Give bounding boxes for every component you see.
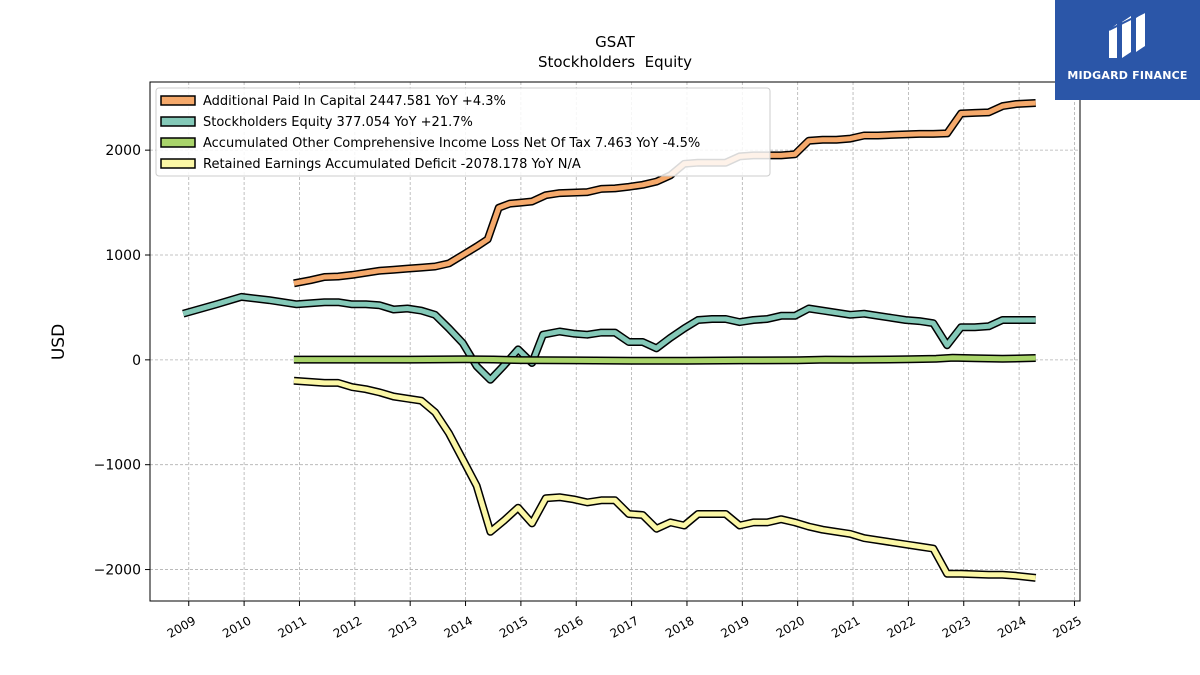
x-tick-label: 2021 [829,613,862,640]
x-tick-label: 2018 [663,613,696,640]
series-line [293,100,1036,286]
x-tick-label: 2013 [386,613,419,640]
x-tick-label: 2019 [718,613,751,640]
x-tick-label: 2017 [608,613,641,640]
logo-mark-icon [1108,11,1146,58]
series-layer [182,99,1037,582]
series-2 [293,353,1036,365]
ticks: 2009 2010 2011 2012 2013 2014 2015 2016 2017 2018… [94,143,1084,641]
x-tick-label: 2014 [442,613,475,640]
legend-swatch [160,158,196,169]
legend-swatch [160,95,196,106]
legend-swatch [160,137,196,148]
chart-subtitle: Stockholders Equity [538,53,692,71]
x-tick-label: 2016 [552,613,585,640]
legend-box [155,87,771,177]
x-tick-label: 2010 [220,613,253,640]
y-tick-label: −1000 [94,458,141,474]
series-line [293,378,1036,581]
x-tick-label: 2024 [995,613,1028,640]
x-tick-label: 2009 [165,613,198,640]
plot-frame [149,81,1081,602]
series-line-outline [182,292,1036,384]
y-axis-label: USD [49,324,69,360]
x-tick-label: 2022 [884,613,917,640]
x-tick-label: 2012 [331,613,364,640]
x-tick-label: 2023 [940,613,973,640]
series-line [182,294,1036,383]
x-tick-label: 2015 [497,613,530,640]
x-tick-label: 2011 [276,613,309,640]
legend-swatch [160,116,196,127]
x-tick-label: 2025 [1051,613,1084,640]
legend-entry: Accumulated Other Comprehensive Income L… [203,136,700,151]
series-0 [293,99,1036,288]
series-line [293,355,1036,364]
y-tick-label: 1000 [105,248,141,264]
series-1 [182,292,1036,384]
legend-entry: Additional Paid In Capital 2447.581 YoY … [203,94,506,109]
y-tick-label: −2000 [94,563,141,579]
legend-entry: Retained Earnings Accumulated Deficit -2… [203,157,581,172]
logo-text: MIDGARD FINANCE [1067,69,1188,82]
x-tick-label: 2020 [774,613,807,640]
brand-logo: MIDGARD FINANCE [1055,0,1200,100]
chart-title: GSAT [595,33,636,51]
legend: Additional Paid In Capital 2447.581 YoY … [155,87,771,177]
y-tick-label: 0 [132,353,141,369]
series-3 [293,376,1037,582]
legend-entry: Stockholders Equity 377.054 YoY +21.7% [203,115,473,130]
y-tick-label: 2000 [105,143,141,159]
